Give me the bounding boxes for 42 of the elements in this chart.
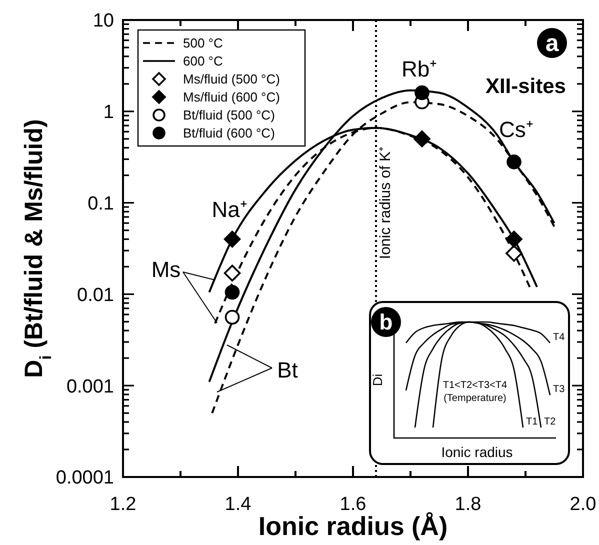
legend-label: Ms/fluid (500 °C) — [183, 72, 280, 87]
legend-label: 500 °C — [183, 36, 223, 51]
y-tick-label: 10 — [92, 10, 114, 32]
annotation: Ms — [151, 256, 181, 282]
legend-label: Bt/fluid (600 °C) — [183, 126, 275, 141]
y-tick-label: 0.1 — [88, 193, 114, 214]
x-tick-label: 1.2 — [110, 494, 136, 515]
point — [414, 85, 430, 100]
annotation: b — [379, 309, 393, 334]
annotation: XII-sites — [485, 75, 566, 98]
point — [224, 230, 241, 248]
ref-line-label: Ionic radius of K⁺ — [377, 146, 394, 260]
legend-label: Bt/fluid (500 °C) — [183, 108, 275, 123]
y-tick-label: 0.0001 — [56, 468, 114, 489]
annotation: T1<T2<T3<T4 — [442, 380, 508, 391]
legend-label: Ms/fluid (600 °C) — [183, 90, 280, 105]
x-axis-title: Ionic radius — [441, 444, 513, 460]
annotation: (Temperature) — [444, 393, 506, 404]
series-label: T1 — [526, 416, 538, 428]
x-tick-label: 2.0 — [570, 494, 596, 515]
point — [224, 284, 240, 300]
point — [506, 244, 522, 262]
annotation: a — [545, 30, 560, 57]
annotation: Na⁺ — [212, 197, 247, 222]
x-tick-label: 1.4 — [224, 494, 252, 515]
y-axis-title: Di — [370, 374, 385, 386]
series-label: T4 — [553, 332, 566, 343]
point — [224, 310, 240, 325]
annotation: Bt — [277, 358, 298, 383]
series-label: T2 — [544, 416, 556, 428]
x-tick-label: 1.8 — [454, 494, 482, 515]
y-tick-label: 0.01 — [77, 284, 114, 306]
legend-label: 600 °C — [183, 54, 223, 69]
annotation: Rb⁺ — [401, 56, 437, 82]
series-label: T3 — [553, 384, 566, 396]
point — [224, 264, 241, 282]
point — [414, 130, 430, 148]
annotation: Cs⁺ — [499, 116, 533, 142]
y-tick-label: 0.001 — [66, 376, 114, 398]
point — [506, 154, 522, 170]
point — [506, 230, 522, 248]
y-tick-label: 1 — [103, 102, 114, 124]
